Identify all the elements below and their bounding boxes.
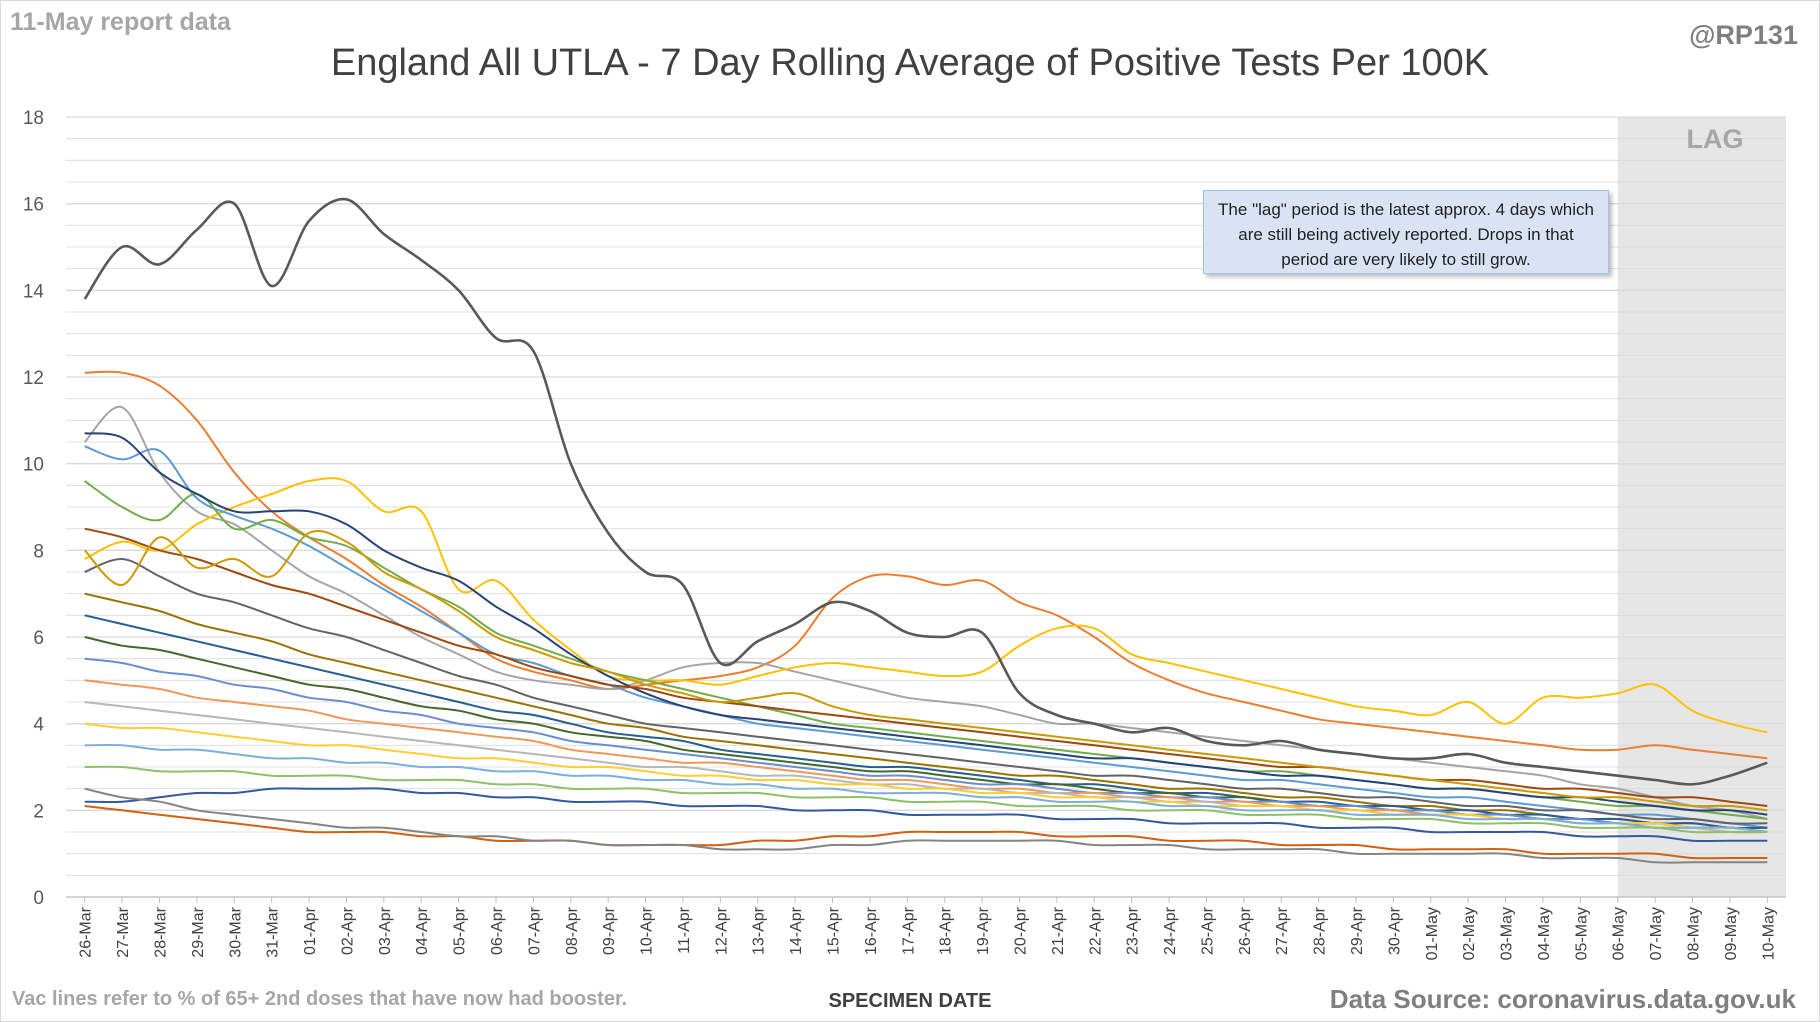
x-tick-label: 09-Apr [601,906,618,955]
x-tick-label: 26-Mar [78,906,95,957]
series-line [84,787,1768,864]
x-tick-label: 31-Mar [265,906,282,957]
x-tick-label: 30-Mar [227,906,244,957]
x-tick-label: 10-May [1760,907,1777,960]
lag-note: The "lag" period is the latest approx. 4… [1203,190,1609,274]
x-tick-label: 05-May [1573,907,1590,960]
series-line [84,592,1768,830]
series-line [84,743,1768,833]
y-tick-label: 14 [23,281,45,302]
x-tick-label: 01-May [1424,907,1441,960]
series-line [83,197,1768,786]
chart-title: England All UTLA - 7 Day Rolling Average… [330,42,1490,84]
author-handle: @RP131 [1689,20,1798,50]
series-line [83,530,1768,812]
x-tick-label: 18-Apr [938,906,955,955]
x-tick-label: 03-May [1499,907,1516,960]
series-line [84,432,1768,816]
y-tick-label: 16 [23,195,44,216]
series-line [84,805,1768,860]
x-tick-label: 14-Apr [788,906,805,955]
y-tick-label: 10 [23,455,44,476]
x-tick-label: 06-May [1611,907,1628,960]
y-tick-label: 0 [33,888,44,909]
x-tick-label: 07-May [1648,907,1665,960]
x-tick-label: 22-Apr [1087,906,1104,955]
x-tick-label: 28-Mar [152,906,169,957]
y-axis-ticks: 0 2 4 6 8 10 12 14 16 18 [23,108,45,909]
series-line [84,370,1768,760]
x-tick-label: 08-Apr [564,906,581,955]
x-tick-label: 13-Apr [751,906,768,955]
x-tick-label: 19-Apr [975,906,992,955]
x-tick-label: 12-Apr [713,906,730,955]
x-tick-label: 02-May [1461,907,1478,960]
y-tick-label: 12 [23,368,44,389]
x-tick-label: 21-Apr [1050,906,1067,955]
x-tick-label: 25-Apr [1199,906,1216,955]
series-line [84,477,1768,734]
series-line [84,722,1768,833]
y-tick-label: 6 [33,628,44,649]
x-tick-label: 23-Apr [1125,906,1142,955]
x-tick-label: 08-May [1686,907,1703,960]
x-tick-label: 01-Apr [302,906,319,955]
x-tick-label: 17-Apr [900,906,917,955]
x-axis-title: SPECIMEN DATE [828,990,992,1012]
y-tick-label: 4 [33,715,44,736]
x-tick-label: 29-Mar [190,906,207,957]
footnote: Vac lines refer to % of 65+ 2nd doses th… [12,988,628,1010]
report-date: 11-May report data [10,8,231,36]
y-tick-label: 18 [23,108,44,129]
x-tick-label: 10-Apr [639,906,656,955]
series-line [84,445,1768,829]
x-tick-label: 27-Apr [1274,906,1291,955]
series-line [84,765,1768,834]
x-tick-label: 06-Apr [489,906,506,955]
x-tick-label: 11-Apr [676,906,693,954]
x-axis-ticks: 26-Mar 27-Mar 28-Mar 29-Mar 30-Mar 31-Mar 01-A… [78,897,1777,960]
x-tick-label: 20-Apr [1012,906,1029,955]
x-tick-label: 05-Apr [452,906,469,955]
x-tick-label: 09-May [1723,907,1740,960]
series-line [84,614,1768,830]
x-tick-label: 04-Apr [414,906,431,955]
x-tick-label: 26-Apr [1237,906,1254,955]
x-tick-label: 29-Apr [1349,906,1366,955]
x-tick-label: 03-Apr [377,906,394,955]
series-lines [83,197,1768,864]
x-tick-label: 24-Apr [1162,906,1179,955]
x-tick-label: 04-May [1536,907,1553,960]
x-tick-label: 28-Apr [1312,906,1329,955]
series-line [84,527,1768,807]
lag-label: LAG [1686,124,1744,154]
x-tick-label: 30-Apr [1386,906,1403,955]
series-line [84,787,1768,843]
data-source: Data Source: coronavirus.data.gov.uk [1329,984,1796,1014]
x-tick-label: 27-Mar [115,906,132,957]
y-tick-label: 2 [33,801,44,822]
x-tick-label: 16-Apr [863,906,880,955]
series-line [84,557,1768,825]
x-tick-label: 07-Apr [526,906,543,955]
x-tick-label: 15-Apr [826,906,843,955]
series-line [83,406,1768,820]
x-tick-label: 02-Apr [339,906,356,955]
y-tick-label: 8 [33,541,44,562]
series-line [84,657,1768,833]
